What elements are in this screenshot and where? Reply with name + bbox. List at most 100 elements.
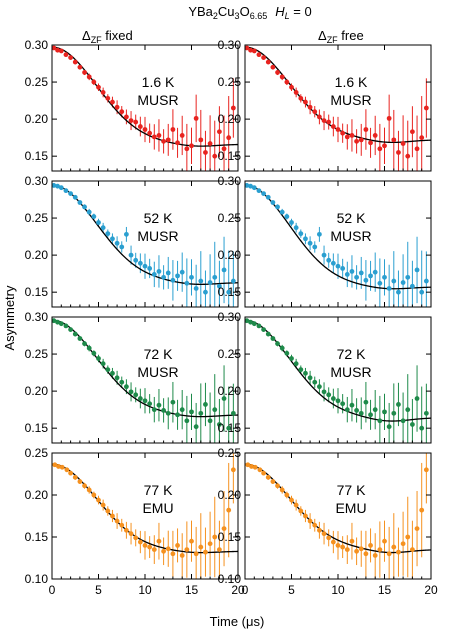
data-point (175, 412, 180, 418)
data-point (100, 90, 106, 95)
temperature-label: 52 K (144, 210, 173, 226)
data-point (265, 59, 271, 65)
data-point (289, 497, 294, 503)
data-point (203, 289, 208, 295)
data-point (55, 183, 60, 189)
data-point (207, 280, 213, 285)
data-point (248, 183, 253, 189)
data-point (221, 267, 227, 273)
data-point (340, 130, 346, 136)
data-point (119, 379, 125, 385)
data-point (91, 214, 97, 219)
data-point (198, 410, 204, 416)
data-point (344, 547, 350, 552)
data-point (221, 396, 227, 401)
data-point (330, 539, 336, 545)
temperature-label: 77 K (144, 482, 173, 498)
data-point (151, 407, 157, 413)
data-point (377, 547, 383, 552)
y-tick-label: 0.25 (218, 446, 242, 460)
data-point (405, 407, 411, 413)
instrument-label: MUSR (137, 228, 178, 244)
data-point (368, 140, 373, 146)
data-series (245, 318, 431, 443)
data-point (179, 407, 185, 413)
data-point (184, 418, 190, 424)
data-point (161, 274, 167, 280)
data-point (330, 260, 336, 266)
data-point (189, 143, 194, 149)
data-point (58, 185, 64, 191)
data-point (386, 551, 392, 557)
data-point (72, 59, 78, 65)
data-point (349, 402, 355, 408)
data-point (307, 240, 313, 246)
data-point (77, 200, 83, 205)
data-point (386, 424, 392, 430)
data-point (55, 319, 60, 325)
data-point (147, 544, 153, 550)
data-point (372, 553, 378, 558)
data-point (161, 138, 167, 144)
data-point (279, 209, 285, 215)
data-point (344, 271, 350, 277)
data-point (317, 231, 322, 237)
data-point (261, 191, 266, 197)
data-point (265, 474, 271, 480)
data-point (147, 401, 153, 407)
data-point (230, 105, 236, 111)
data-point (363, 551, 369, 557)
instrument-label: MUSR (330, 364, 371, 380)
data-point (293, 502, 299, 508)
data-point (156, 402, 162, 408)
data-point (128, 531, 134, 537)
data-point (326, 119, 332, 125)
column-header-fixed: ΔZF fixed (82, 28, 133, 45)
x-tick-label: 10 (138, 583, 152, 597)
data-point (105, 508, 111, 514)
data-point (419, 135, 425, 141)
data-point (165, 270, 171, 276)
data-point (377, 418, 383, 424)
data-point (275, 70, 280, 75)
data-point (110, 370, 115, 376)
data-point (226, 425, 232, 431)
data-series (52, 45, 238, 171)
data-point (156, 133, 162, 138)
y-tick-label: 0.20 (25, 384, 49, 398)
data-point (368, 273, 373, 279)
data-point (165, 410, 171, 416)
data-point (303, 513, 308, 519)
data-point (284, 79, 290, 85)
data-point (217, 547, 222, 552)
y-tick-label: 0.15 (25, 530, 49, 544)
temperature-label: 72 K (144, 346, 173, 362)
data-point (391, 410, 397, 416)
data-point (52, 183, 57, 188)
y-tick-label: 0.15 (218, 149, 242, 163)
data-point (261, 470, 266, 476)
data-point (303, 370, 308, 376)
data-point (77, 336, 83, 341)
data-point (344, 407, 350, 413)
data-point (372, 133, 378, 138)
x-tick-label: 5 (95, 583, 102, 597)
data-point (396, 150, 401, 155)
data-point (105, 367, 111, 373)
data-point (275, 204, 280, 210)
data-point (114, 375, 120, 381)
data-point (363, 127, 369, 132)
data-point (340, 266, 346, 271)
data-point (317, 384, 322, 390)
data-point (119, 244, 125, 250)
data-point (82, 341, 87, 347)
data-point (410, 547, 415, 552)
data-point (96, 356, 101, 361)
data-point (82, 204, 87, 210)
data-point (124, 114, 129, 120)
data-point (212, 153, 218, 159)
data-point (349, 133, 355, 138)
data-point (261, 55, 266, 60)
data-point (179, 133, 185, 138)
